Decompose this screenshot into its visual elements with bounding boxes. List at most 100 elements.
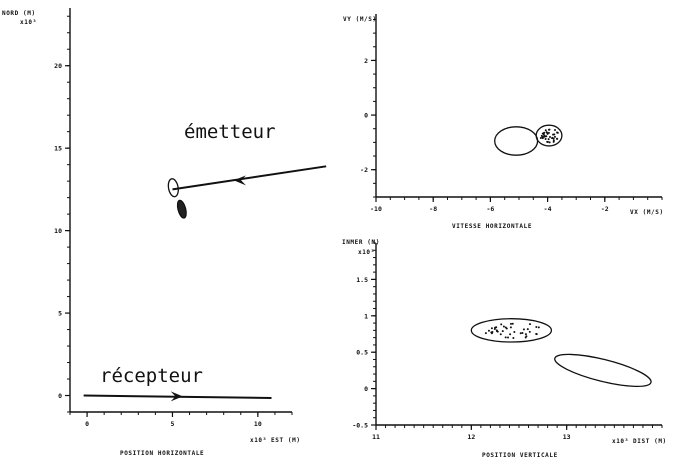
tr-velocity-ellipse-2 xyxy=(535,124,563,147)
left-y-tick-label: 5 xyxy=(58,310,62,318)
tr-velocity-ellipse-1 xyxy=(494,126,539,156)
tr-x-unit: VX (M/S) xyxy=(630,209,664,216)
left-x-tick-label: 10 xyxy=(254,420,262,428)
tr-x-tick-label: -4 xyxy=(544,205,552,213)
emitter-annotation: émetteur xyxy=(184,121,276,143)
tr-y-tick-label: -2 xyxy=(360,166,368,174)
tr-velocity-ellipse-2-sample-dot xyxy=(541,136,544,139)
tr-velocity-ellipse-2-sample-dot xyxy=(544,129,547,132)
br-position-ellipse-1-sample-dot xyxy=(509,326,512,329)
br-position-ellipse-1-sample-dot xyxy=(496,330,499,333)
br-position-ellipse-1-sample-dot xyxy=(491,331,494,334)
br-position-ellipse-1-sample-dot xyxy=(513,330,516,333)
br-x-tick-label: 12 xyxy=(467,433,475,441)
tr-velocity-ellipse-2-sample-dot xyxy=(552,139,555,142)
left-y-tick-label: 10 xyxy=(54,227,62,235)
chart-marks: 0 5 10 0 5 10 15 20 -10 -8 -6 -4 -2 -2 0 2 11 12 13 -0.5 0 0.… xyxy=(54,8,663,441)
br-position-ellipse-1-sample-dot xyxy=(535,326,538,329)
br-position-ellipse-1-sample-dot xyxy=(499,333,502,336)
left-y-tick-label: 15 xyxy=(54,145,62,153)
tr-velocity-ellipse-2-sample-dot xyxy=(543,135,546,138)
br-y-tick-label: -0.5 xyxy=(352,422,368,430)
br-position-ellipse-2 xyxy=(554,353,652,388)
tr-velocity-ellipse-2-sample-dot xyxy=(552,137,555,140)
tr-y-tick-label: 0 xyxy=(364,112,368,120)
br-position-ellipse-1-sample-dot xyxy=(535,333,538,336)
left-y-tick-label: 20 xyxy=(54,62,62,70)
br-position-ellipse-1-sample-dot xyxy=(525,335,528,338)
left-y-exponent: x10³ xyxy=(20,19,37,26)
br-y-tick-label: 1.5 xyxy=(356,276,368,284)
tr-velocity-ellipse-2-sample-dot xyxy=(547,128,550,131)
receiver-annotation: récepteur xyxy=(100,365,203,387)
br-y-label: INMER (M) xyxy=(342,239,380,246)
br-position-ellipse-1-sample-dot xyxy=(495,326,498,329)
br-position-ellipse-1-sample-dot xyxy=(500,323,503,326)
tr-y-label: VY (M/S) xyxy=(343,16,377,23)
br-position-ellipse-1-sample-dot xyxy=(509,333,512,336)
br-y-exponent: x10³ xyxy=(358,249,375,256)
tr-velocity-ellipse-2-sample-dot xyxy=(553,133,556,136)
left-x-label: POSITION HORIZONTALE xyxy=(120,450,204,457)
left-x-tick-label: 5 xyxy=(171,420,175,428)
br-position-ellipse-1-sample-dot xyxy=(521,332,524,335)
br-position-ellipse-1-sample-dot xyxy=(519,332,522,335)
tr-velocity-ellipse-2-sample-dot xyxy=(556,131,559,134)
br-y-tick-label: 0 xyxy=(364,385,368,393)
br-position-ellipse-1-sample-dot xyxy=(509,322,512,325)
br-position-ellipse-1-sample-dot xyxy=(526,328,529,331)
tr-velocity-ellipse-2-sample-dot xyxy=(548,141,551,144)
br-position-ellipse-1-sample-dot xyxy=(484,332,487,335)
tr-velocity-ellipse-2-sample-dot xyxy=(551,137,554,140)
br-position-ellipse-1-sample-dot xyxy=(501,330,504,333)
left-y-tick-label: 0 xyxy=(58,392,62,400)
tr-velocity-ellipse-2-sample-dot xyxy=(545,131,548,134)
br-x-label: POSITION VERTICALE xyxy=(482,452,558,459)
br-position-ellipse-1-sample-dot xyxy=(507,336,510,339)
br-x-tick-label: 11 xyxy=(372,433,380,441)
br-position-ellipse-1-sample-dot xyxy=(502,325,505,328)
br-y-tick-label: 0.5 xyxy=(356,349,368,357)
tr-velocity-ellipse-2-sample-dot xyxy=(548,135,551,138)
tr-velocity-ellipse-2-sample-dot xyxy=(544,137,547,140)
left-x-tick-label: 0 xyxy=(85,420,89,428)
tr-velocity-ellipse-2-sample-dot xyxy=(542,133,545,136)
br-position-ellipse-1-sample-dot xyxy=(493,327,496,330)
tr-x-tick-label: -2 xyxy=(601,205,609,213)
emitter-track-line xyxy=(172,165,327,191)
br-position-ellipse-1-sample-dot xyxy=(487,329,490,332)
br-position-ellipse-1-sample-dot xyxy=(528,323,531,326)
tr-velocity-ellipse-2-sample-dot xyxy=(539,137,542,140)
tr-x-tick-label: -6 xyxy=(486,205,494,213)
left-uncertainty-ellipse-2 xyxy=(176,199,187,219)
emitter-direction-arrow xyxy=(233,175,246,186)
receiver-direction-arrow xyxy=(170,391,183,402)
tr-velocity-ellipse-2-sample-dot xyxy=(545,135,548,138)
br-position-ellipse-1 xyxy=(470,318,553,343)
tr-velocity-ellipse-2-sample-dot xyxy=(547,131,550,134)
tr-x-tick-label: -8 xyxy=(429,205,437,213)
br-position-ellipse-1-sample-dot xyxy=(504,336,507,339)
br-y-tick-label: 1 xyxy=(364,312,368,320)
br-position-ellipse-1-sample-dot xyxy=(512,337,515,340)
br-position-ellipse-1-sample-dot xyxy=(522,328,525,331)
left-y-label: NORD (M) xyxy=(2,10,36,17)
tr-velocity-ellipse-2-sample-dot xyxy=(556,137,559,140)
left-x-unit: x10³ EST (M) xyxy=(250,437,301,444)
br-position-ellipse-1-sample-dot xyxy=(524,333,527,336)
tr-velocity-ellipse-2-sample-dot xyxy=(543,131,546,134)
left-uncertainty-ellipse-1 xyxy=(167,178,179,198)
br-position-ellipse-1-sample-dot xyxy=(537,326,540,329)
br-x-unit: x10³ DIST (M) xyxy=(612,438,667,445)
tr-velocity-ellipse-2-sample-dot xyxy=(547,138,550,141)
br-position-ellipse-1-sample-dot xyxy=(511,322,514,325)
tr-velocity-ellipse-2-sample-dot xyxy=(554,128,557,131)
br-position-ellipse-1-sample-dot xyxy=(490,327,493,330)
br-position-ellipse-1-sample-dot xyxy=(504,326,507,329)
tr-y-tick-label: 2 xyxy=(364,57,368,65)
tr-velocity-ellipse-2-sample-dot xyxy=(546,140,549,143)
br-position-ellipse-1-sample-dot xyxy=(528,330,531,333)
tr-x-label: VITESSE HORIZONTALE xyxy=(452,223,532,230)
tr-x-tick-label: -10 xyxy=(370,205,382,213)
